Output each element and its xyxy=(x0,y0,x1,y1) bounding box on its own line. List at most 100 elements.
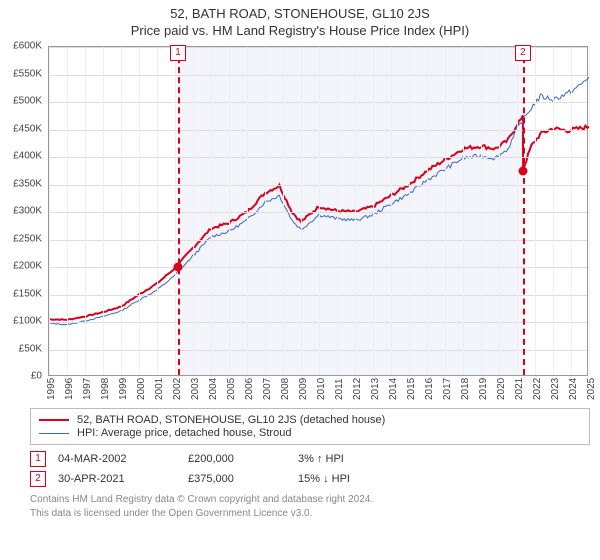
sale-marker-box: 2 xyxy=(515,45,531,61)
x-tick-label: 1998 xyxy=(100,378,111,400)
chart-title-block: 52, BATH ROAD, STONEHOUSE, GL10 2JS Pric… xyxy=(0,0,600,38)
gridline-v xyxy=(535,47,536,375)
x-tick-label: 2001 xyxy=(154,378,165,400)
gridline-v xyxy=(301,47,302,375)
y-tick-label: £450K xyxy=(0,123,42,134)
x-tick-label: 2021 xyxy=(514,378,525,400)
sale-marker-dot xyxy=(518,166,527,175)
y-tick-label: £500K xyxy=(0,96,42,107)
gridline-h xyxy=(49,185,587,186)
chart-title-2: Price paid vs. HM Land Registry's House … xyxy=(0,23,600,38)
gridline-h xyxy=(49,102,587,103)
x-tick-label: 1997 xyxy=(82,378,93,400)
gridline-v xyxy=(571,47,572,375)
x-tick-label: 1999 xyxy=(118,378,129,400)
footer-line-2: This data is licensed under the Open Gov… xyxy=(30,507,590,521)
x-tick-label: 2007 xyxy=(262,378,273,400)
gridline-v xyxy=(139,47,140,375)
x-tick-label: 2020 xyxy=(496,378,507,400)
gridline-v xyxy=(49,47,50,375)
x-tick-label: 2000 xyxy=(136,378,147,400)
x-tick-label: 2019 xyxy=(478,378,489,400)
y-axis: £0£50K£100K£150K£200K£250K£300K£350K£400… xyxy=(0,46,44,376)
sale-row: 230-APR-2021£375,00015% ↓ HPI xyxy=(30,471,590,487)
footer-line-1: Contains HM Land Registry data © Crown c… xyxy=(30,493,590,507)
x-tick-label: 1996 xyxy=(64,378,75,400)
gridline-v xyxy=(211,47,212,375)
gridline-v xyxy=(463,47,464,375)
y-tick-label: £250K xyxy=(0,233,42,244)
y-tick-label: £550K xyxy=(0,68,42,79)
sale-marker-line xyxy=(178,47,180,375)
x-tick-label: 2004 xyxy=(208,378,219,400)
gridline-v xyxy=(481,47,482,375)
chart-title-1: 52, BATH ROAD, STONEHOUSE, GL10 2JS xyxy=(0,6,600,21)
x-tick-label: 2013 xyxy=(370,378,381,400)
gridline-h xyxy=(49,350,587,351)
gridline-v xyxy=(247,47,248,375)
x-tick-label: 2011 xyxy=(334,378,345,400)
sale-marker-line xyxy=(523,47,525,375)
gridline-h xyxy=(49,212,587,213)
gridline-v xyxy=(283,47,284,375)
x-tick-label: 2017 xyxy=(442,378,453,400)
x-tick-label: 2002 xyxy=(172,378,183,400)
sale-date: 04-MAR-2002 xyxy=(58,453,188,465)
y-tick-label: £50K xyxy=(0,343,42,354)
x-axis: 1995199619971998199920002001200220032004… xyxy=(48,376,588,404)
x-tick-label: 1995 xyxy=(46,378,57,400)
gridline-h xyxy=(49,47,587,48)
y-tick-label: £600K xyxy=(0,41,42,52)
gridline-v xyxy=(445,47,446,375)
legend-label-property: 52, BATH ROAD, STONEHOUSE, GL10 2JS (det… xyxy=(77,414,385,426)
x-tick-label: 2010 xyxy=(316,378,327,400)
gridline-h xyxy=(49,75,587,76)
y-tick-label: £0 xyxy=(0,371,42,382)
gridline-v xyxy=(517,47,518,375)
legend-row-hpi: HPI: Average price, detached house, Stro… xyxy=(39,427,581,439)
gridline-v xyxy=(85,47,86,375)
y-tick-label: £150K xyxy=(0,288,42,299)
gridline-v xyxy=(319,47,320,375)
gridline-h xyxy=(49,295,587,296)
gridline-v xyxy=(427,47,428,375)
sale-marker-box: 1 xyxy=(170,45,186,61)
x-tick-label: 2022 xyxy=(532,378,543,400)
x-tick-label: 2009 xyxy=(298,378,309,400)
sale-price: £375,000 xyxy=(188,473,298,485)
gridline-h xyxy=(49,267,587,268)
y-tick-label: £400K xyxy=(0,151,42,162)
legend-label-hpi: HPI: Average price, detached house, Stro… xyxy=(77,427,291,439)
gridline-h xyxy=(49,157,587,158)
legend-row-property: 52, BATH ROAD, STONEHOUSE, GL10 2JS (det… xyxy=(39,414,581,426)
x-tick-label: 2025 xyxy=(586,378,597,400)
gridline-v xyxy=(373,47,374,375)
gridline-v xyxy=(265,47,266,375)
sale-marker-dot xyxy=(174,263,183,272)
y-tick-label: £200K xyxy=(0,261,42,272)
x-tick-label: 2023 xyxy=(550,378,561,400)
x-tick-label: 2016 xyxy=(424,378,435,400)
x-tick-label: 2006 xyxy=(244,378,255,400)
gridline-h xyxy=(49,130,587,131)
chart-area: £0£50K£100K£150K£200K£250K£300K£350K£400… xyxy=(48,46,588,404)
gridline-v xyxy=(337,47,338,375)
gridline-v xyxy=(193,47,194,375)
gridline-v xyxy=(553,47,554,375)
gridline-v xyxy=(175,47,176,375)
gridline-v xyxy=(157,47,158,375)
sale-date: 30-APR-2021 xyxy=(58,473,188,485)
gridline-v xyxy=(103,47,104,375)
gridline-v xyxy=(229,47,230,375)
gridline-v xyxy=(589,47,590,375)
x-tick-label: 2024 xyxy=(568,378,579,400)
gridline-v xyxy=(499,47,500,375)
sales-table: 104-MAR-2002£200,0003% ↑ HPI230-APR-2021… xyxy=(30,451,590,487)
footer: Contains HM Land Registry data © Crown c… xyxy=(30,493,590,520)
gridline-v xyxy=(391,47,392,375)
x-tick-label: 2015 xyxy=(406,378,417,400)
x-tick-label: 2012 xyxy=(352,378,363,400)
gridline-v xyxy=(67,47,68,375)
x-tick-label: 2008 xyxy=(280,378,291,400)
x-tick-label: 2005 xyxy=(226,378,237,400)
